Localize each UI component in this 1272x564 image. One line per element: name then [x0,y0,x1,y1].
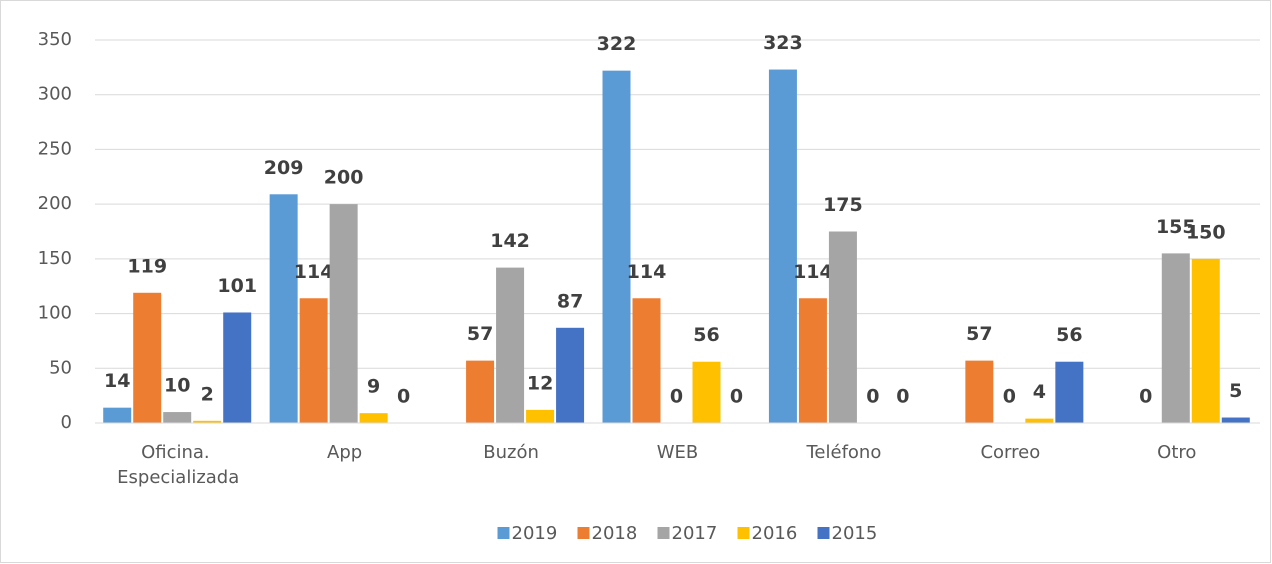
legend-label: 2018 [592,523,638,544]
bar [496,267,525,423]
value-label: 56 [1056,324,1082,346]
value-label: 0 [866,386,879,408]
bar [329,204,358,423]
value-label: 14 [104,370,130,392]
legend-swatch [817,527,830,539]
value-label: 323 [763,32,803,54]
bar [1161,253,1190,423]
y-tick-label: 300 [38,84,72,105]
x-tick-label: Teléfono [805,442,881,463]
y-tick-label: 350 [38,29,72,50]
legend-swatch [737,527,750,539]
y-tick-label: 250 [38,138,72,159]
bar [768,69,797,423]
bar [223,312,252,423]
value-label: 114 [627,261,667,283]
x-tick-label: Otro [1157,442,1196,463]
bar [1055,361,1084,423]
bar [692,361,721,423]
x-tick-label: Correo [980,442,1040,463]
bar [1221,417,1250,423]
value-label: 57 [467,323,493,345]
legend-label: 2015 [832,523,878,544]
bar [526,409,555,423]
bar [359,413,388,423]
legend-swatch [497,527,510,539]
value-label: 4 [1033,381,1046,403]
legend-label: 2019 [512,523,558,544]
y-tick-label: 0 [61,412,72,433]
value-label: 155 [1156,216,1196,238]
bar [133,292,162,423]
bar [1025,418,1054,423]
value-label: 209 [264,157,304,179]
bar [163,412,192,423]
y-tick-label: 150 [38,248,72,269]
value-label: 56 [693,324,719,346]
value-label: 142 [490,230,530,252]
value-label: 2 [201,383,214,405]
value-label: 0 [670,386,683,408]
value-label: 114 [793,261,833,283]
legend-label: 2017 [672,523,718,544]
bar [965,360,994,423]
x-tick-label: Buzón [483,442,539,463]
bar [193,420,222,423]
value-label: 57 [966,323,992,345]
x-tick-label: WEB [657,442,699,463]
legend-label: 2016 [752,523,798,544]
x-tick-label: App [327,442,362,463]
value-label: 150 [1186,221,1226,243]
value-label: 87 [557,290,583,312]
value-label: 175 [823,194,863,216]
value-label: 200 [324,167,364,189]
value-label: 12 [527,372,553,394]
value-label: 0 [1139,386,1152,408]
y-tick-label: 100 [38,303,72,324]
bar [798,298,827,423]
value-label: 119 [127,255,167,277]
bar [1191,258,1220,423]
value-label: 322 [597,33,637,55]
value-label: 0 [397,386,410,408]
value-label: 0 [896,386,909,408]
value-label: 0 [730,386,743,408]
bar [828,231,857,423]
legend-swatch [657,527,670,539]
bar [103,407,132,423]
x-tick-label: Oficina. Especializada [117,442,239,488]
value-label: 101 [217,275,257,297]
bar [466,360,495,423]
value-label: 9 [367,376,380,398]
bar [602,70,631,423]
bar [299,298,328,423]
value-label: 5 [1229,380,1242,402]
bar [556,327,585,423]
legend-swatch [577,527,590,539]
value-label: 0 [1003,386,1016,408]
value-label: 10 [164,375,190,397]
y-tick-label: 50 [49,357,72,378]
y-tick-label: 200 [38,193,72,214]
value-label: 114 [294,261,334,283]
bar [632,298,661,423]
bar [269,194,298,423]
